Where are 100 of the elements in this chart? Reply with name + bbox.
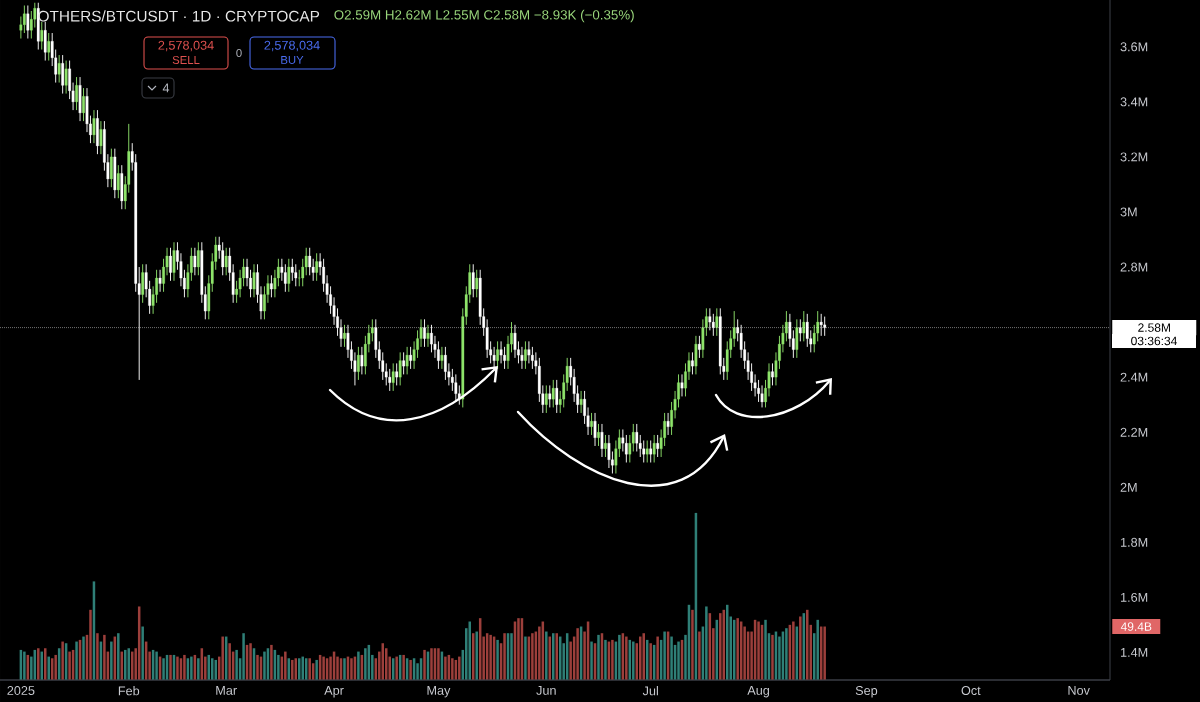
candlestick — [544, 384, 548, 414]
bar — [350, 658, 353, 680]
candlestick — [524, 340, 527, 370]
x-tick-label: Sep — [855, 686, 878, 698]
bar — [771, 634, 774, 680]
candlestick — [551, 379, 555, 408]
bar — [510, 633, 513, 680]
candlestick — [221, 241, 225, 276]
candlestick — [652, 434, 656, 463]
candlestick — [402, 351, 406, 375]
bar — [670, 636, 673, 680]
annotation: 0 — [236, 48, 242, 57]
bar — [242, 633, 245, 680]
bar — [127, 648, 131, 680]
bar — [124, 649, 127, 680]
bar — [743, 626, 746, 680]
y-tick-label: 3.4M — [1120, 97, 1148, 107]
candlestick — [440, 346, 444, 370]
candlestick — [287, 258, 291, 293]
candlestick — [694, 335, 698, 375]
bar — [611, 639, 614, 680]
bar — [96, 633, 99, 680]
candlestick — [398, 351, 402, 386]
candlestick — [444, 346, 447, 381]
candlestick — [555, 379, 559, 414]
bar — [778, 636, 781, 680]
bar — [764, 619, 767, 680]
bar — [402, 654, 405, 680]
bar — [61, 641, 64, 680]
bar — [691, 609, 694, 680]
bar — [322, 656, 325, 680]
y-tick-label: 1.4M — [1121, 648, 1148, 657]
annotation: 2,578,034 — [158, 40, 214, 52]
bar — [235, 649, 238, 680]
candlestick — [579, 390, 583, 414]
bar — [155, 651, 158, 680]
bar — [451, 658, 454, 680]
candlestick — [26, 5, 30, 39]
candlestick — [109, 148, 113, 188]
y-tick-label: 2M — [1120, 482, 1137, 492]
candlestick — [691, 351, 694, 375]
candlestick — [405, 346, 409, 375]
bar — [68, 651, 71, 680]
candlestick — [75, 76, 78, 111]
candlestick — [548, 384, 552, 408]
bar — [301, 656, 304, 680]
bar — [437, 648, 440, 680]
bar — [632, 641, 635, 680]
candlestick — [43, 21, 47, 62]
candlestick — [57, 54, 61, 84]
bar — [315, 659, 318, 680]
text: 03:36:34 — [1131, 336, 1177, 346]
x-tick-label: Jul — [642, 686, 658, 696]
candlestick — [590, 412, 593, 436]
annotation: BUY — [281, 56, 304, 64]
candlestick — [172, 241, 176, 282]
bar — [496, 639, 499, 680]
candlestick — [426, 324, 430, 348]
candlestick — [666, 412, 670, 436]
bar — [364, 648, 367, 680]
candlestick — [40, 21, 44, 51]
candlestick — [604, 434, 607, 458]
bar — [705, 606, 708, 680]
bar — [538, 626, 541, 680]
candlestick — [475, 269, 479, 298]
bar — [214, 659, 217, 680]
bar — [816, 619, 819, 680]
y-tick-label: 3M — [1120, 207, 1137, 217]
bar — [524, 636, 527, 680]
bar — [503, 633, 506, 680]
candlestick — [360, 346, 364, 375]
bar — [590, 641, 593, 680]
bar — [618, 634, 621, 680]
bar — [249, 643, 252, 680]
candlestick — [656, 434, 660, 458]
annotation: 4 — [162, 83, 170, 93]
bar — [597, 634, 600, 680]
bar — [736, 618, 739, 680]
text: O2.59M H2.62M L2.55M C2.58M −8.93K (−0.35%) — [334, 9, 634, 23]
x-tick-label: Nov — [1068, 686, 1090, 695]
bar — [343, 658, 346, 680]
y-tick-label: 3.6M — [1120, 42, 1148, 52]
x-tick-label: May — [427, 686, 451, 698]
bar — [531, 633, 534, 680]
bar — [719, 613, 722, 680]
bar — [625, 636, 628, 680]
bar — [23, 651, 26, 680]
bar — [677, 641, 680, 680]
y-tick-label: 2.4M — [1120, 372, 1148, 382]
candlestick — [409, 346, 412, 370]
candlestick — [169, 247, 172, 282]
bar — [183, 654, 186, 680]
bar — [799, 616, 802, 680]
bar — [444, 656, 447, 680]
bar — [823, 626, 826, 680]
bar — [430, 648, 433, 680]
candlestick — [61, 54, 65, 95]
x-tick-label: Aug — [747, 686, 770, 698]
bar — [103, 634, 106, 680]
bar — [211, 658, 214, 680]
